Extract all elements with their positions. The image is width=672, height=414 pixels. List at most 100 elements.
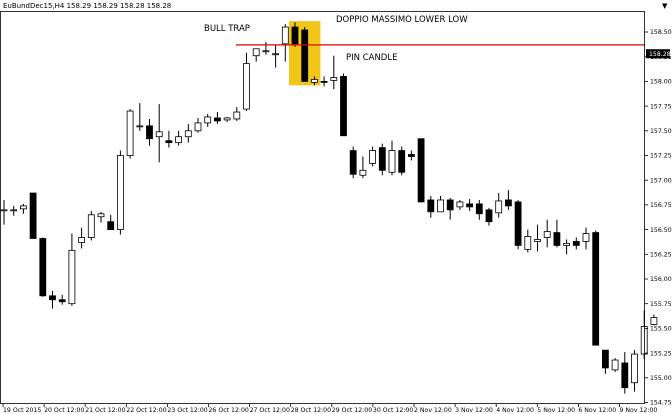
x-tick-label: 30 Oct 12:00 bbox=[373, 407, 413, 414]
candle bbox=[146, 118, 153, 146]
candle bbox=[340, 73, 347, 137]
y-tick-label: 156.75 bbox=[650, 202, 672, 209]
candle bbox=[291, 22, 299, 47]
candle-body bbox=[107, 221, 115, 230]
y-tick-label: 158.50 bbox=[650, 29, 672, 36]
y-tick-label: 157.00 bbox=[650, 177, 672, 184]
candle-body bbox=[243, 63, 250, 110]
candle-body bbox=[136, 125, 144, 128]
candle-body bbox=[543, 231, 551, 238]
candle bbox=[407, 150, 415, 161]
candle-body bbox=[446, 199, 454, 211]
candle bbox=[543, 219, 551, 248]
candle bbox=[223, 116, 231, 122]
chart-shift-arrow-icon[interactable]: ▼ bbox=[662, 2, 668, 10]
candle bbox=[398, 146, 406, 176]
candle-body bbox=[340, 76, 347, 137]
candle bbox=[58, 294, 66, 305]
candle-body bbox=[378, 147, 386, 171]
candle bbox=[252, 48, 260, 62]
candle bbox=[495, 193, 503, 218]
candle bbox=[29, 192, 37, 239]
candle-body bbox=[592, 232, 600, 346]
candle-body bbox=[417, 138, 425, 203]
candle bbox=[68, 233, 76, 306]
y-tick-label: 156.25 bbox=[650, 252, 672, 259]
candle-body bbox=[58, 299, 66, 303]
candle-body bbox=[291, 26, 299, 45]
annotation-doppio-massimo: DOPPIO MASSIMO LOWER LOW bbox=[336, 15, 468, 25]
candle-body bbox=[602, 349, 609, 369]
candle-body bbox=[87, 214, 95, 238]
candle bbox=[534, 224, 541, 252]
candle-body bbox=[310, 79, 318, 83]
candle-body bbox=[39, 238, 47, 297]
candle bbox=[262, 41, 270, 55]
x-tick-label: 22 Oct 12:00 bbox=[126, 407, 166, 414]
candle bbox=[320, 76, 328, 87]
x-tick-label: 21 Oct 12:00 bbox=[85, 407, 125, 414]
candle-body bbox=[117, 155, 124, 230]
candle bbox=[19, 203, 27, 214]
candle bbox=[39, 237, 47, 297]
candle bbox=[359, 156, 367, 179]
candle-body bbox=[572, 241, 580, 246]
candle-body bbox=[563, 243, 570, 246]
candle-body bbox=[165, 140, 173, 144]
annotation-pin-candle: PIN CANDLE bbox=[346, 53, 398, 63]
candle bbox=[0, 199, 8, 225]
candle-body bbox=[456, 201, 464, 208]
candle bbox=[165, 130, 173, 148]
candle-body bbox=[10, 209, 18, 212]
y-tick-label: 156.50 bbox=[650, 227, 672, 234]
y-tick-label: 156.00 bbox=[650, 276, 672, 283]
candle bbox=[514, 199, 522, 250]
candle-body bbox=[437, 199, 444, 213]
candle-body bbox=[398, 150, 406, 173]
candle bbox=[301, 27, 309, 82]
candle bbox=[504, 190, 512, 210]
candle-body bbox=[49, 295, 56, 301]
candle bbox=[621, 352, 629, 394]
candle bbox=[213, 112, 221, 124]
candle-body bbox=[272, 53, 280, 56]
candle-body bbox=[155, 131, 163, 138]
candle bbox=[243, 52, 250, 112]
candle-body bbox=[504, 199, 512, 207]
candle bbox=[475, 199, 483, 220]
candle-body bbox=[495, 200, 503, 214]
candle bbox=[349, 146, 357, 179]
candle bbox=[155, 104, 163, 163]
candle bbox=[310, 76, 318, 86]
candle bbox=[184, 123, 192, 143]
candle bbox=[446, 197, 454, 220]
candle-body bbox=[126, 110, 134, 156]
x-tick-label: 9 Nov 12:00 bbox=[620, 407, 658, 414]
candle-body bbox=[19, 205, 27, 210]
candle-body bbox=[233, 111, 241, 120]
annotation-bull-trap: BULL TRAP bbox=[204, 24, 250, 34]
y-tick-label: 155.75 bbox=[650, 301, 672, 308]
candle-body bbox=[78, 237, 85, 243]
candle-body bbox=[475, 203, 483, 215]
candle-body bbox=[485, 209, 493, 223]
candle-body bbox=[194, 122, 202, 132]
candle bbox=[388, 140, 396, 176]
candle bbox=[524, 229, 532, 253]
candle bbox=[204, 114, 212, 127]
candle bbox=[194, 117, 202, 133]
candle-body bbox=[252, 48, 260, 57]
candle bbox=[281, 24, 289, 62]
chart-frame bbox=[0, 11, 645, 404]
y-tick-label: 155.25 bbox=[650, 350, 672, 357]
candle-body bbox=[281, 26, 289, 45]
x-tick-label: 6 Nov 12:00 bbox=[578, 407, 616, 414]
candle bbox=[631, 350, 638, 392]
candle-body bbox=[369, 150, 377, 164]
candle bbox=[553, 219, 561, 248]
candle bbox=[126, 109, 134, 159]
y-tick-label: 155.50 bbox=[650, 326, 672, 333]
candle bbox=[117, 150, 124, 235]
